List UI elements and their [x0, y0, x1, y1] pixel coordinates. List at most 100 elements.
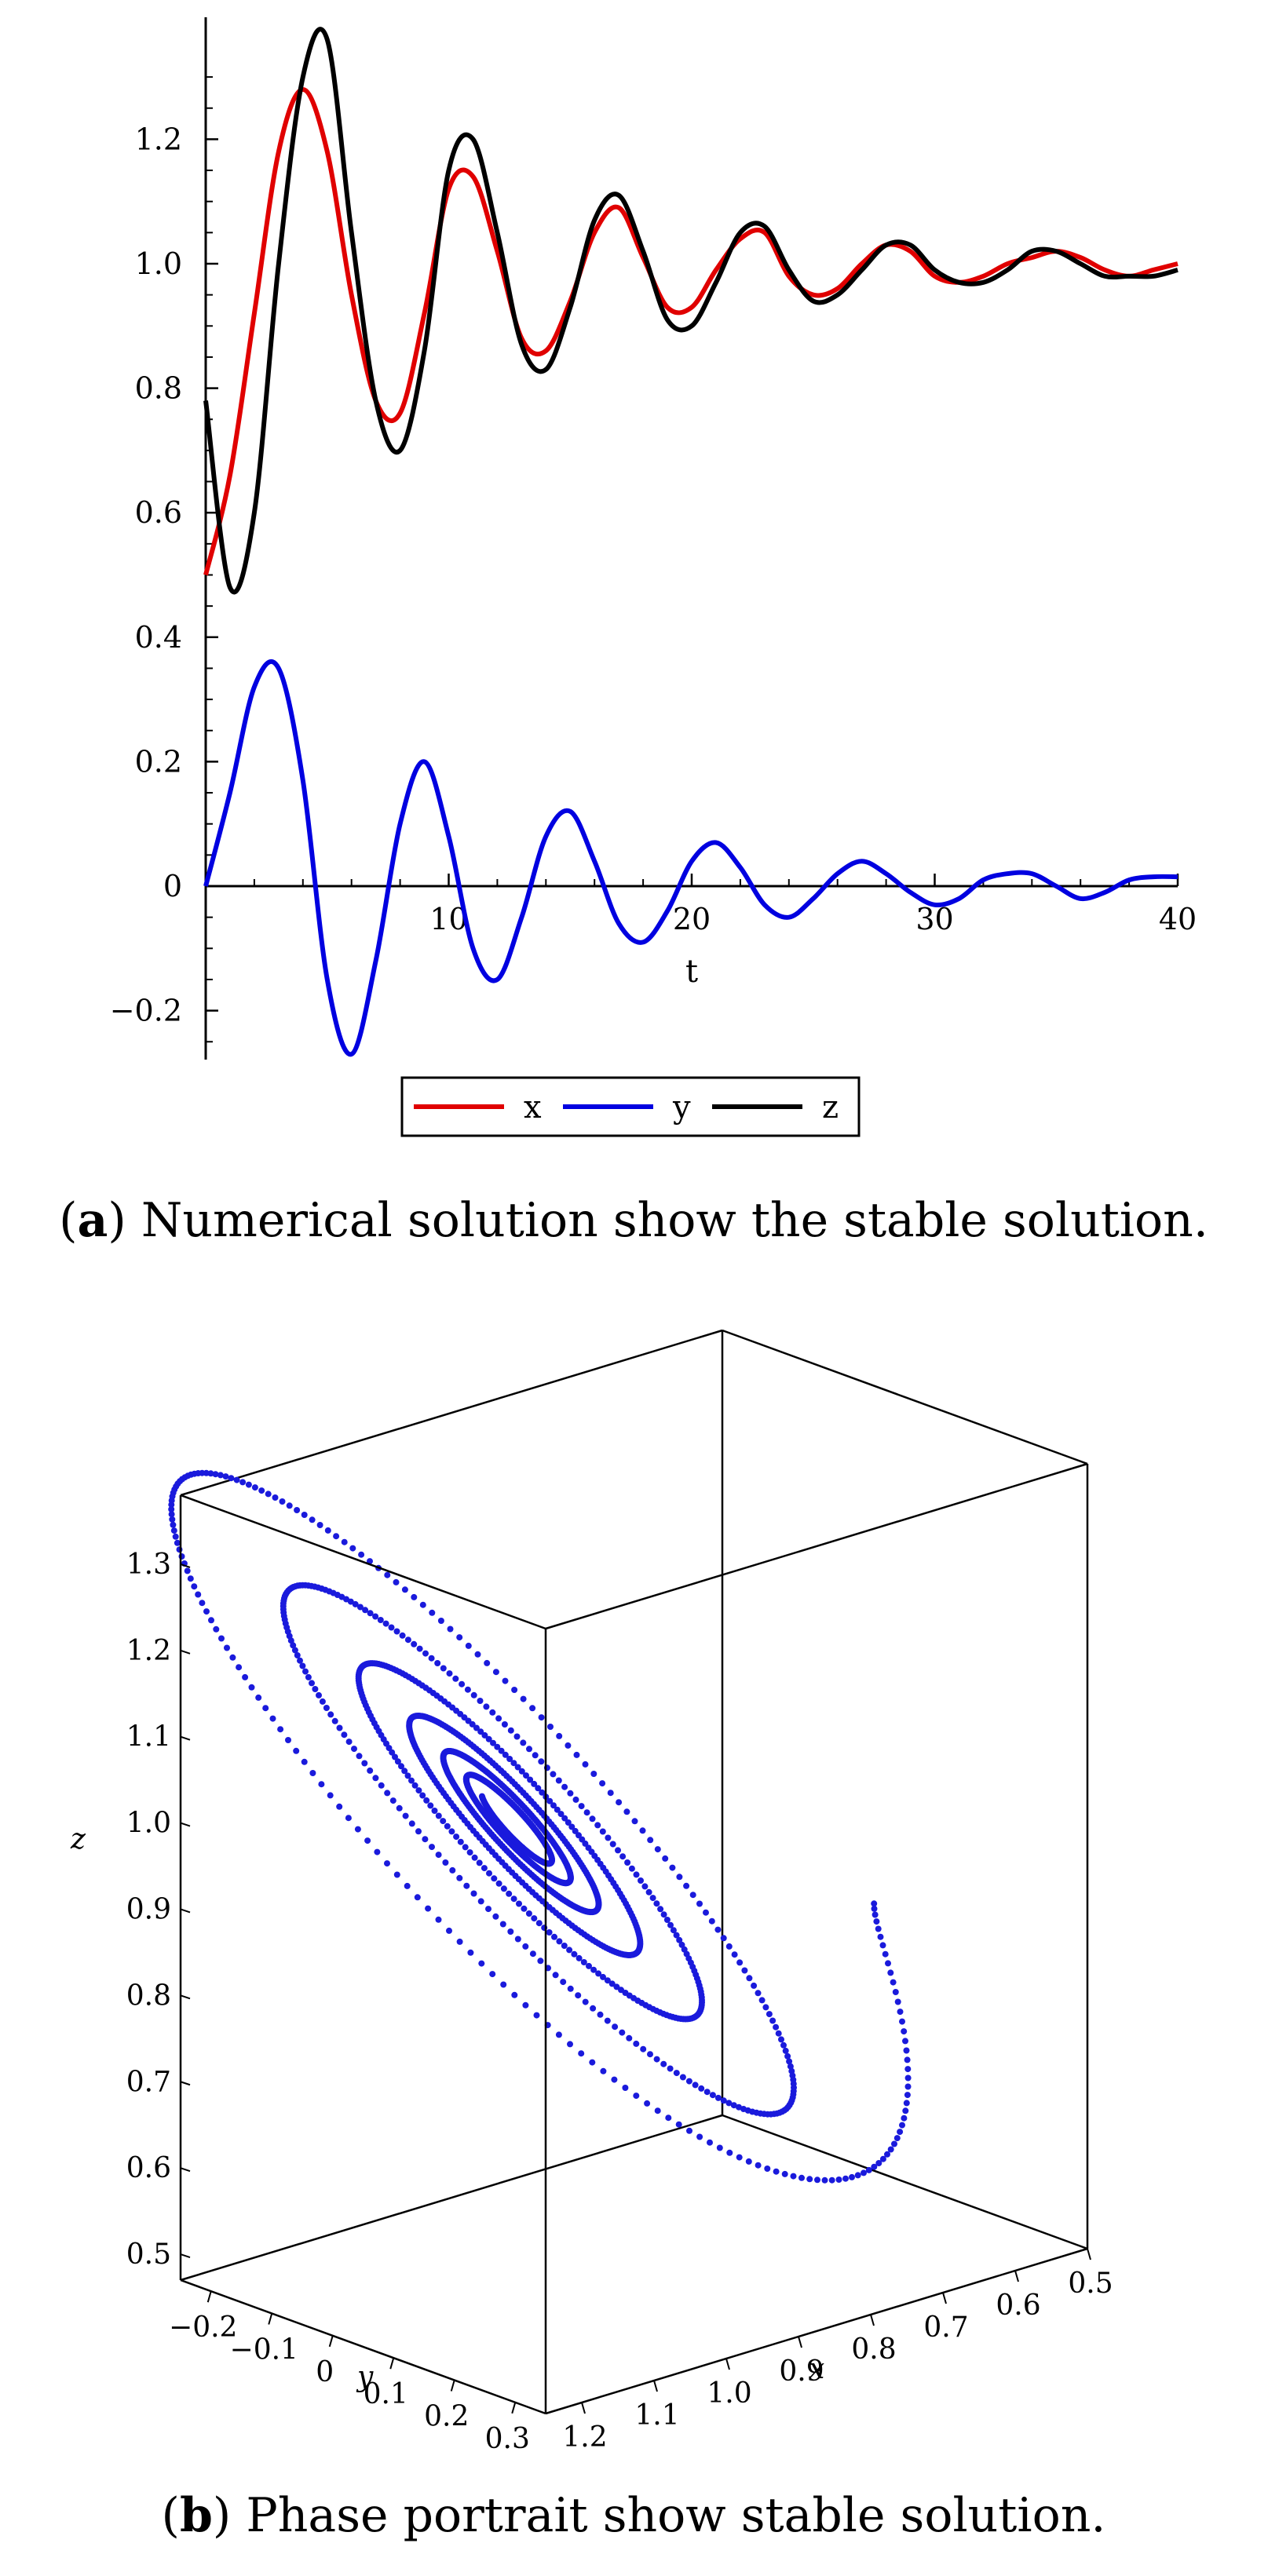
y-tick-label-3d: −0.2	[169, 2311, 237, 2344]
trajectory-point	[485, 1735, 492, 1742]
trajectory-point	[600, 1973, 606, 1980]
y-tick-label: 1.0	[135, 246, 182, 281]
trajectory-point	[554, 1806, 561, 1813]
trajectory-point	[510, 1896, 517, 1903]
trajectory-point	[435, 1812, 442, 1819]
trajectory-point	[233, 1476, 240, 1483]
caption-b-label: b	[180, 2488, 213, 2543]
z-tick-label: 1.1	[126, 1721, 171, 1753]
trajectory-point	[679, 2074, 686, 2081]
trajectory-point	[520, 1739, 527, 1746]
trajectory-point	[623, 1808, 630, 1815]
trajectory-point	[531, 1780, 538, 1787]
trajectory-point	[533, 2012, 540, 2019]
y-tick-label: −0.2	[110, 994, 182, 1028]
trajectory-point	[411, 1593, 418, 1600]
trajectory-point	[299, 1662, 306, 1669]
trajectory-point	[236, 1664, 243, 1671]
y-tick-label: 0	[163, 869, 182, 903]
trajectory-point	[669, 1864, 676, 1871]
trajectory-point	[361, 1760, 368, 1767]
box-front-edges	[179, 1462, 1089, 2415]
trajectory-point	[404, 1636, 411, 1644]
trajectory-point	[686, 2127, 692, 2134]
z-tick-mark	[180, 2081, 191, 2086]
trajectory-point	[459, 1680, 466, 1688]
caption-b-text: Phase portrait show stable solution.	[246, 2488, 1105, 2543]
trajectory-point	[578, 1803, 585, 1810]
trajectory-point	[516, 1900, 522, 1907]
trajectory-point	[514, 1764, 521, 1771]
trajectory-point	[471, 1854, 478, 1861]
trajectory-point	[877, 1933, 884, 1940]
trajectory-point	[168, 1506, 175, 1512]
trajectory-point	[607, 1790, 614, 1797]
y-tick-label-3d: 0.3	[485, 2423, 530, 2455]
x-tick-mark-3d	[798, 2336, 802, 2348]
trajectory-point	[532, 1752, 539, 1759]
trajectory-point	[356, 1604, 364, 1611]
trajectory-point	[429, 1844, 435, 1851]
trajectory-point	[327, 1711, 334, 1718]
trajectory-point	[654, 1846, 661, 1853]
trajectory-point	[396, 1804, 403, 1812]
x-axis-label-3d: x	[809, 2353, 824, 2385]
trajectory-point	[871, 1905, 878, 1912]
trajectory-point	[297, 1657, 303, 1664]
trajectory-point	[434, 1660, 441, 1666]
box-back-edges	[180, 1329, 1088, 2282]
trajectory-point	[345, 1739, 353, 1746]
trajectory-point	[367, 1610, 374, 1617]
trajectory-point	[419, 1601, 426, 1608]
trajectory-point	[518, 1768, 525, 1775]
trajectory-point	[466, 1849, 473, 1856]
y-tick-label-3d: −0.1	[230, 2334, 298, 2366]
trajectory-point	[178, 1553, 185, 1560]
trajectory-point	[665, 2114, 672, 2122]
trajectory-point	[633, 2040, 640, 2047]
trajectory-point	[736, 2154, 743, 2161]
trajectory-point	[626, 2034, 633, 2041]
trajectory-point	[703, 1909, 709, 1916]
trajectory-point	[879, 2155, 886, 2162]
trajectory-point	[404, 1882, 411, 1889]
trajectory-point	[780, 2041, 787, 2049]
trajectory-point	[873, 1918, 880, 1925]
y-tick-label: 0.6	[135, 495, 182, 530]
trajectory-point	[169, 1516, 176, 1523]
trajectory-point	[673, 2070, 680, 2077]
trajectory-point	[644, 2100, 651, 2107]
trajectory-point	[764, 2166, 771, 2172]
trajectory-point	[316, 1691, 322, 1698]
trajectory-point	[248, 1684, 255, 1691]
trajectory-point	[903, 2047, 910, 2054]
trajectory-point	[499, 1921, 506, 1928]
trajectory-point	[653, 2056, 660, 2063]
trajectory-point	[769, 2017, 777, 2024]
trajectory-point	[902, 2038, 908, 2045]
trajectory-point	[474, 1651, 481, 1658]
trajectory-point	[452, 1675, 459, 1682]
trajectory-point	[586, 1962, 592, 1969]
trajectory-point	[393, 1578, 400, 1585]
trajectory-point	[398, 1763, 404, 1770]
trajectory-point	[716, 2144, 723, 2151]
trajectory-point	[902, 2107, 909, 2114]
trajectory-point	[616, 1799, 623, 1806]
trajectory-point	[696, 1900, 703, 1907]
trajectory-point	[904, 2092, 911, 2099]
trajectory-point	[401, 1768, 408, 1775]
trajectory-point	[228, 1475, 235, 1482]
y-axis-ticks: −0.2 0 0.2 0.4 0.6 0.8 1.0 1.2	[110, 76, 218, 1043]
trajectory-point	[897, 2009, 904, 2016]
trajectory-point	[316, 1522, 323, 1528]
trajectory-point	[628, 1865, 635, 1872]
trajectory-point	[442, 1859, 449, 1866]
x-axis-ticks: 10 20 30 40	[253, 874, 1197, 936]
trajectory-point	[464, 1686, 471, 1693]
trajectory-point	[612, 2023, 619, 2031]
trajectory-point	[884, 2151, 890, 2158]
trajectory-point	[624, 1859, 631, 1866]
x-tick-mark-3d	[725, 2358, 730, 2370]
